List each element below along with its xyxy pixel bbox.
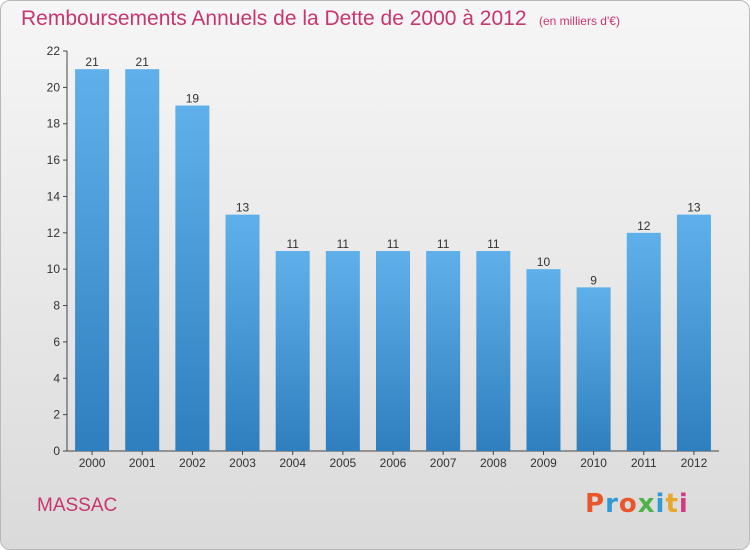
- x-tick-label: 2007: [430, 456, 457, 470]
- y-tick-label: 14: [47, 189, 61, 203]
- data-label: 11: [437, 237, 450, 251]
- logo-letter: i: [655, 489, 666, 519]
- chart-unit: (en milliers d'€): [538, 14, 620, 28]
- y-tick-label: 2: [53, 408, 60, 422]
- x-tick-label: 2012: [681, 456, 708, 470]
- data-label: 11: [387, 237, 400, 251]
- data-label: 12: [637, 219, 651, 233]
- bar: [476, 251, 511, 451]
- bar: [426, 251, 461, 451]
- bar: [626, 232, 661, 451]
- y-tick-label: 22: [47, 44, 61, 58]
- chart-title: Remboursements Annuels de la Dette de 20…: [21, 7, 527, 30]
- y-tick-label: 8: [53, 299, 60, 313]
- x-tick-label: 2006: [380, 456, 407, 470]
- bar: [175, 105, 210, 451]
- bar: [325, 251, 360, 451]
- logo-letter: i: [678, 489, 689, 519]
- y-tick-label: 12: [47, 226, 61, 240]
- data-label: 21: [85, 55, 99, 69]
- x-tick-label: 2009: [530, 456, 557, 470]
- x-tick-label: 2001: [129, 456, 156, 470]
- data-label: 10: [537, 255, 551, 269]
- y-tick-label: 16: [47, 153, 61, 167]
- bar: [576, 287, 611, 451]
- proxiti-logo: Proxiti: [585, 489, 689, 519]
- data-label: 13: [236, 201, 250, 215]
- y-tick-label: 18: [47, 117, 61, 131]
- y-tick-label: 20: [47, 80, 61, 94]
- x-tick-label: 2003: [229, 456, 256, 470]
- y-tick-label: 4: [53, 371, 60, 385]
- bar: [225, 214, 260, 451]
- chart-title-row: Remboursements Annuels de la Dette de 20…: [21, 7, 620, 31]
- logo-letter: x: [637, 489, 656, 519]
- y-tick-label: 6: [53, 335, 60, 349]
- bar: [526, 269, 561, 451]
- y-tick-label: 0: [53, 444, 60, 458]
- x-tick-label: 2004: [279, 456, 306, 470]
- x-tick-label: 2010: [580, 456, 607, 470]
- logo-letter: r: [605, 489, 619, 519]
- data-label: 21: [136, 55, 150, 69]
- data-label: 11: [286, 237, 299, 251]
- logo-letter: t: [665, 489, 679, 519]
- bar: [676, 214, 711, 451]
- bar: [75, 69, 110, 451]
- data-label: 19: [186, 92, 200, 106]
- x-tick-label: 2002: [179, 456, 206, 470]
- data-label: 13: [687, 201, 701, 215]
- x-tick-label: 2008: [480, 456, 507, 470]
- place-name: MASSAC: [37, 495, 118, 516]
- bar: [275, 251, 310, 451]
- logo-letter: P: [585, 489, 606, 519]
- x-tick-label: 2000: [79, 456, 106, 470]
- x-tick-label: 2011: [631, 456, 657, 470]
- data-label: 11: [337, 237, 350, 251]
- bar: [376, 251, 410, 451]
- data-label: 9: [590, 273, 597, 287]
- x-tick-label: 2005: [329, 456, 356, 470]
- bar: [125, 69, 160, 451]
- logo-letter: o: [618, 489, 638, 519]
- data-label: 11: [487, 237, 500, 251]
- y-tick-label: 10: [47, 262, 61, 276]
